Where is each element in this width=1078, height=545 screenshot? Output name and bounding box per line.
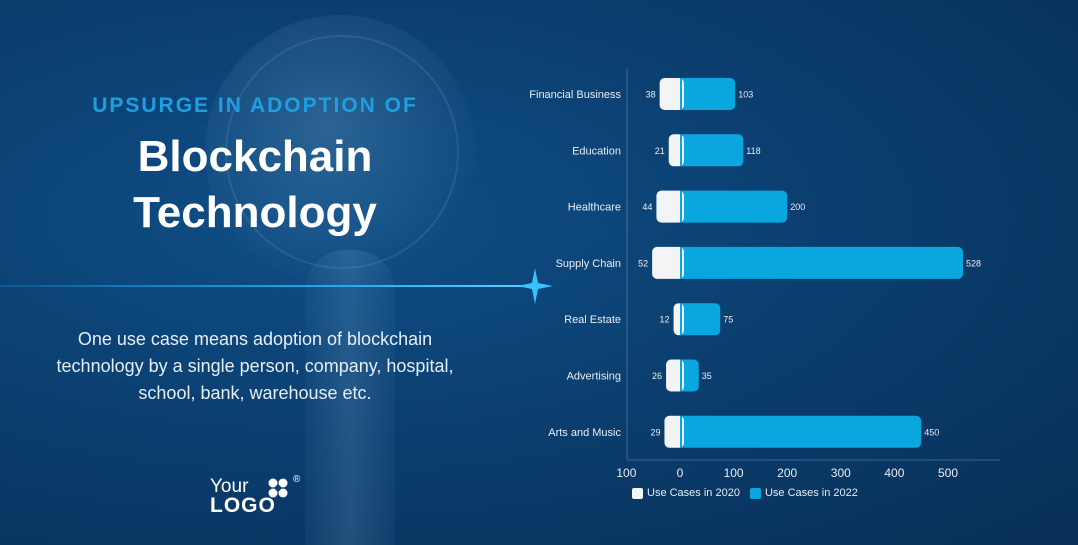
logo-text-logo: LOGO: [210, 494, 276, 517]
x-tick-label: 400: [884, 466, 904, 480]
bar-2022-edge: [680, 134, 682, 167]
bar-2020: [659, 78, 684, 110]
logo-text-your: Your: [210, 476, 249, 497]
description-text: One use case means adoption of blockchai…: [56, 329, 454, 403]
chart-legend: Use Cases in 2020 Use Cases in 2022: [632, 487, 858, 499]
background-stand: [305, 250, 395, 545]
x-tick-label: 500: [938, 466, 958, 480]
logo-flower-icon: [268, 478, 288, 498]
bar-2022: [676, 415, 922, 448]
data-label-2020: 44: [642, 202, 652, 212]
logo-registered-mark: ®: [293, 474, 301, 485]
legend-swatch-2022: [749, 487, 761, 499]
heading-pre: UPSURGE IN ADOPTION OF: [92, 94, 418, 117]
data-label-2022: 200: [790, 202, 805, 212]
bar-2022: [676, 134, 744, 167]
bar-2022: [676, 190, 788, 223]
category-label: Supply Chain: [556, 258, 621, 270]
bar-2022-edge: [680, 190, 682, 223]
data-label-2022: 103: [738, 90, 753, 100]
category-label: Real Estate: [564, 314, 621, 326]
heading-line-1: Blockchain: [137, 132, 373, 181]
bar-2022: [676, 303, 721, 336]
data-label-2020: 52: [638, 258, 648, 268]
bar-2020: [652, 246, 684, 279]
data-label-2020: 12: [660, 315, 670, 325]
data-label-2020: 38: [646, 90, 656, 100]
x-tick-label: 200: [777, 466, 797, 480]
category-label: Arts and Music: [548, 427, 621, 439]
company-logo: Your ® LOGO: [210, 474, 310, 517]
bar-2020: [673, 303, 684, 336]
data-label-2022: 35: [702, 371, 712, 381]
bar-2020: [666, 359, 684, 392]
background-coin-ring: [225, 35, 459, 269]
data-label-2022: 450: [924, 427, 939, 437]
x-tick-label: 0: [677, 466, 684, 480]
category-label: Education: [572, 145, 621, 157]
bar-2022: [676, 246, 964, 279]
legend-label-2020: Use Cases in 2020: [647, 487, 740, 499]
legend-item-2020: Use Cases in 2020: [632, 487, 740, 499]
data-label-2020: 26: [652, 371, 662, 381]
bar-2022-edge: [680, 415, 682, 448]
bar-2020: [664, 415, 684, 448]
glow-divider-line: [0, 285, 535, 287]
bar-2022-edge: [680, 359, 682, 392]
data-label-2022: 528: [966, 258, 981, 268]
bar-2022-edge: [680, 246, 682, 279]
category-label: Advertising: [567, 371, 621, 383]
data-label-2022: 118: [746, 146, 760, 156]
category-label: Healthcare: [568, 202, 621, 214]
sparkle-star-icon: [517, 268, 553, 304]
x-tick-label: 300: [831, 466, 851, 480]
data-label-2022: 75: [723, 315, 733, 325]
data-label-2020: 29: [650, 427, 660, 437]
bar-2022-edge: [680, 78, 682, 110]
legend-label-2022: Use Cases in 2022: [764, 487, 858, 499]
legend-item-2022: Use Cases in 2022: [749, 487, 858, 499]
bar-2020: [656, 190, 684, 223]
bar-2022-edge: [680, 303, 682, 336]
data-label-2020: 21: [655, 146, 665, 156]
heading-line-2: Technology: [133, 188, 377, 237]
x-tick-label: 100: [616, 466, 636, 480]
category-label: Financial Business: [529, 89, 621, 101]
legend-swatch-2020: [632, 487, 643, 499]
x-tick-label: 100: [724, 466, 744, 480]
bar-2022: [676, 78, 736, 110]
